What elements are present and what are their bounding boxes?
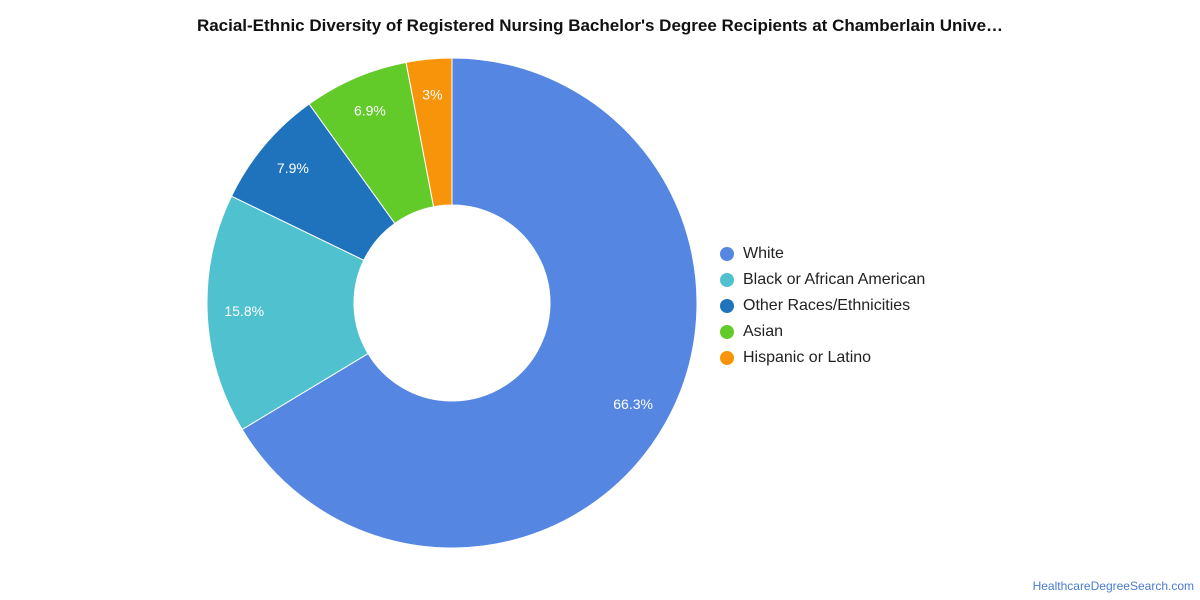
legend-swatch [720,325,734,339]
legend-item-white[interactable]: White [720,241,925,267]
legend-swatch [720,273,734,287]
slices-group [206,57,698,549]
legend-swatch [720,299,734,313]
slice-value-label: 6.9% [354,103,386,119]
legend-label: Black or African American [743,271,926,288]
slice-value-label: 66.3% [613,396,653,412]
legend-item-asian[interactable]: Asian [720,319,925,345]
slice-hispanic-or-latino[interactable] [405,57,453,208]
legend-item-hispanic-or-latino[interactable]: Hispanic or Latino [720,345,925,371]
legend-item-other-races-ethnicities[interactable]: Other Races/Ethnicities [720,293,925,319]
slice-value-label: 3% [422,87,442,103]
legend-label: Asian [743,323,784,340]
chart-title: Racial-Ethnic Diversity of Registered Nu… [196,16,1004,35]
source-link[interactable]: HealthcareDegreeSearch.com [1032,579,1194,593]
legend: White Black or African American Other Race… [720,241,925,371]
slice-black-or-african-american[interactable] [206,195,369,431]
slice-white[interactable] [241,57,698,549]
legend-swatch [720,351,734,365]
legend-label: Other Races/Ethnicities [743,297,911,314]
legend-swatch [720,247,734,261]
slice-value-label: 15.8% [224,303,264,319]
value-labels-group: 66.3% 15.8% 7.9% 6.9% 3% [224,87,653,412]
legend-label: Hispanic or Latino [743,349,872,366]
slice-value-label: 7.9% [277,160,309,176]
legend-label: White [743,245,784,262]
legend-item-black-or-african-american[interactable]: Black or African American [720,267,925,293]
